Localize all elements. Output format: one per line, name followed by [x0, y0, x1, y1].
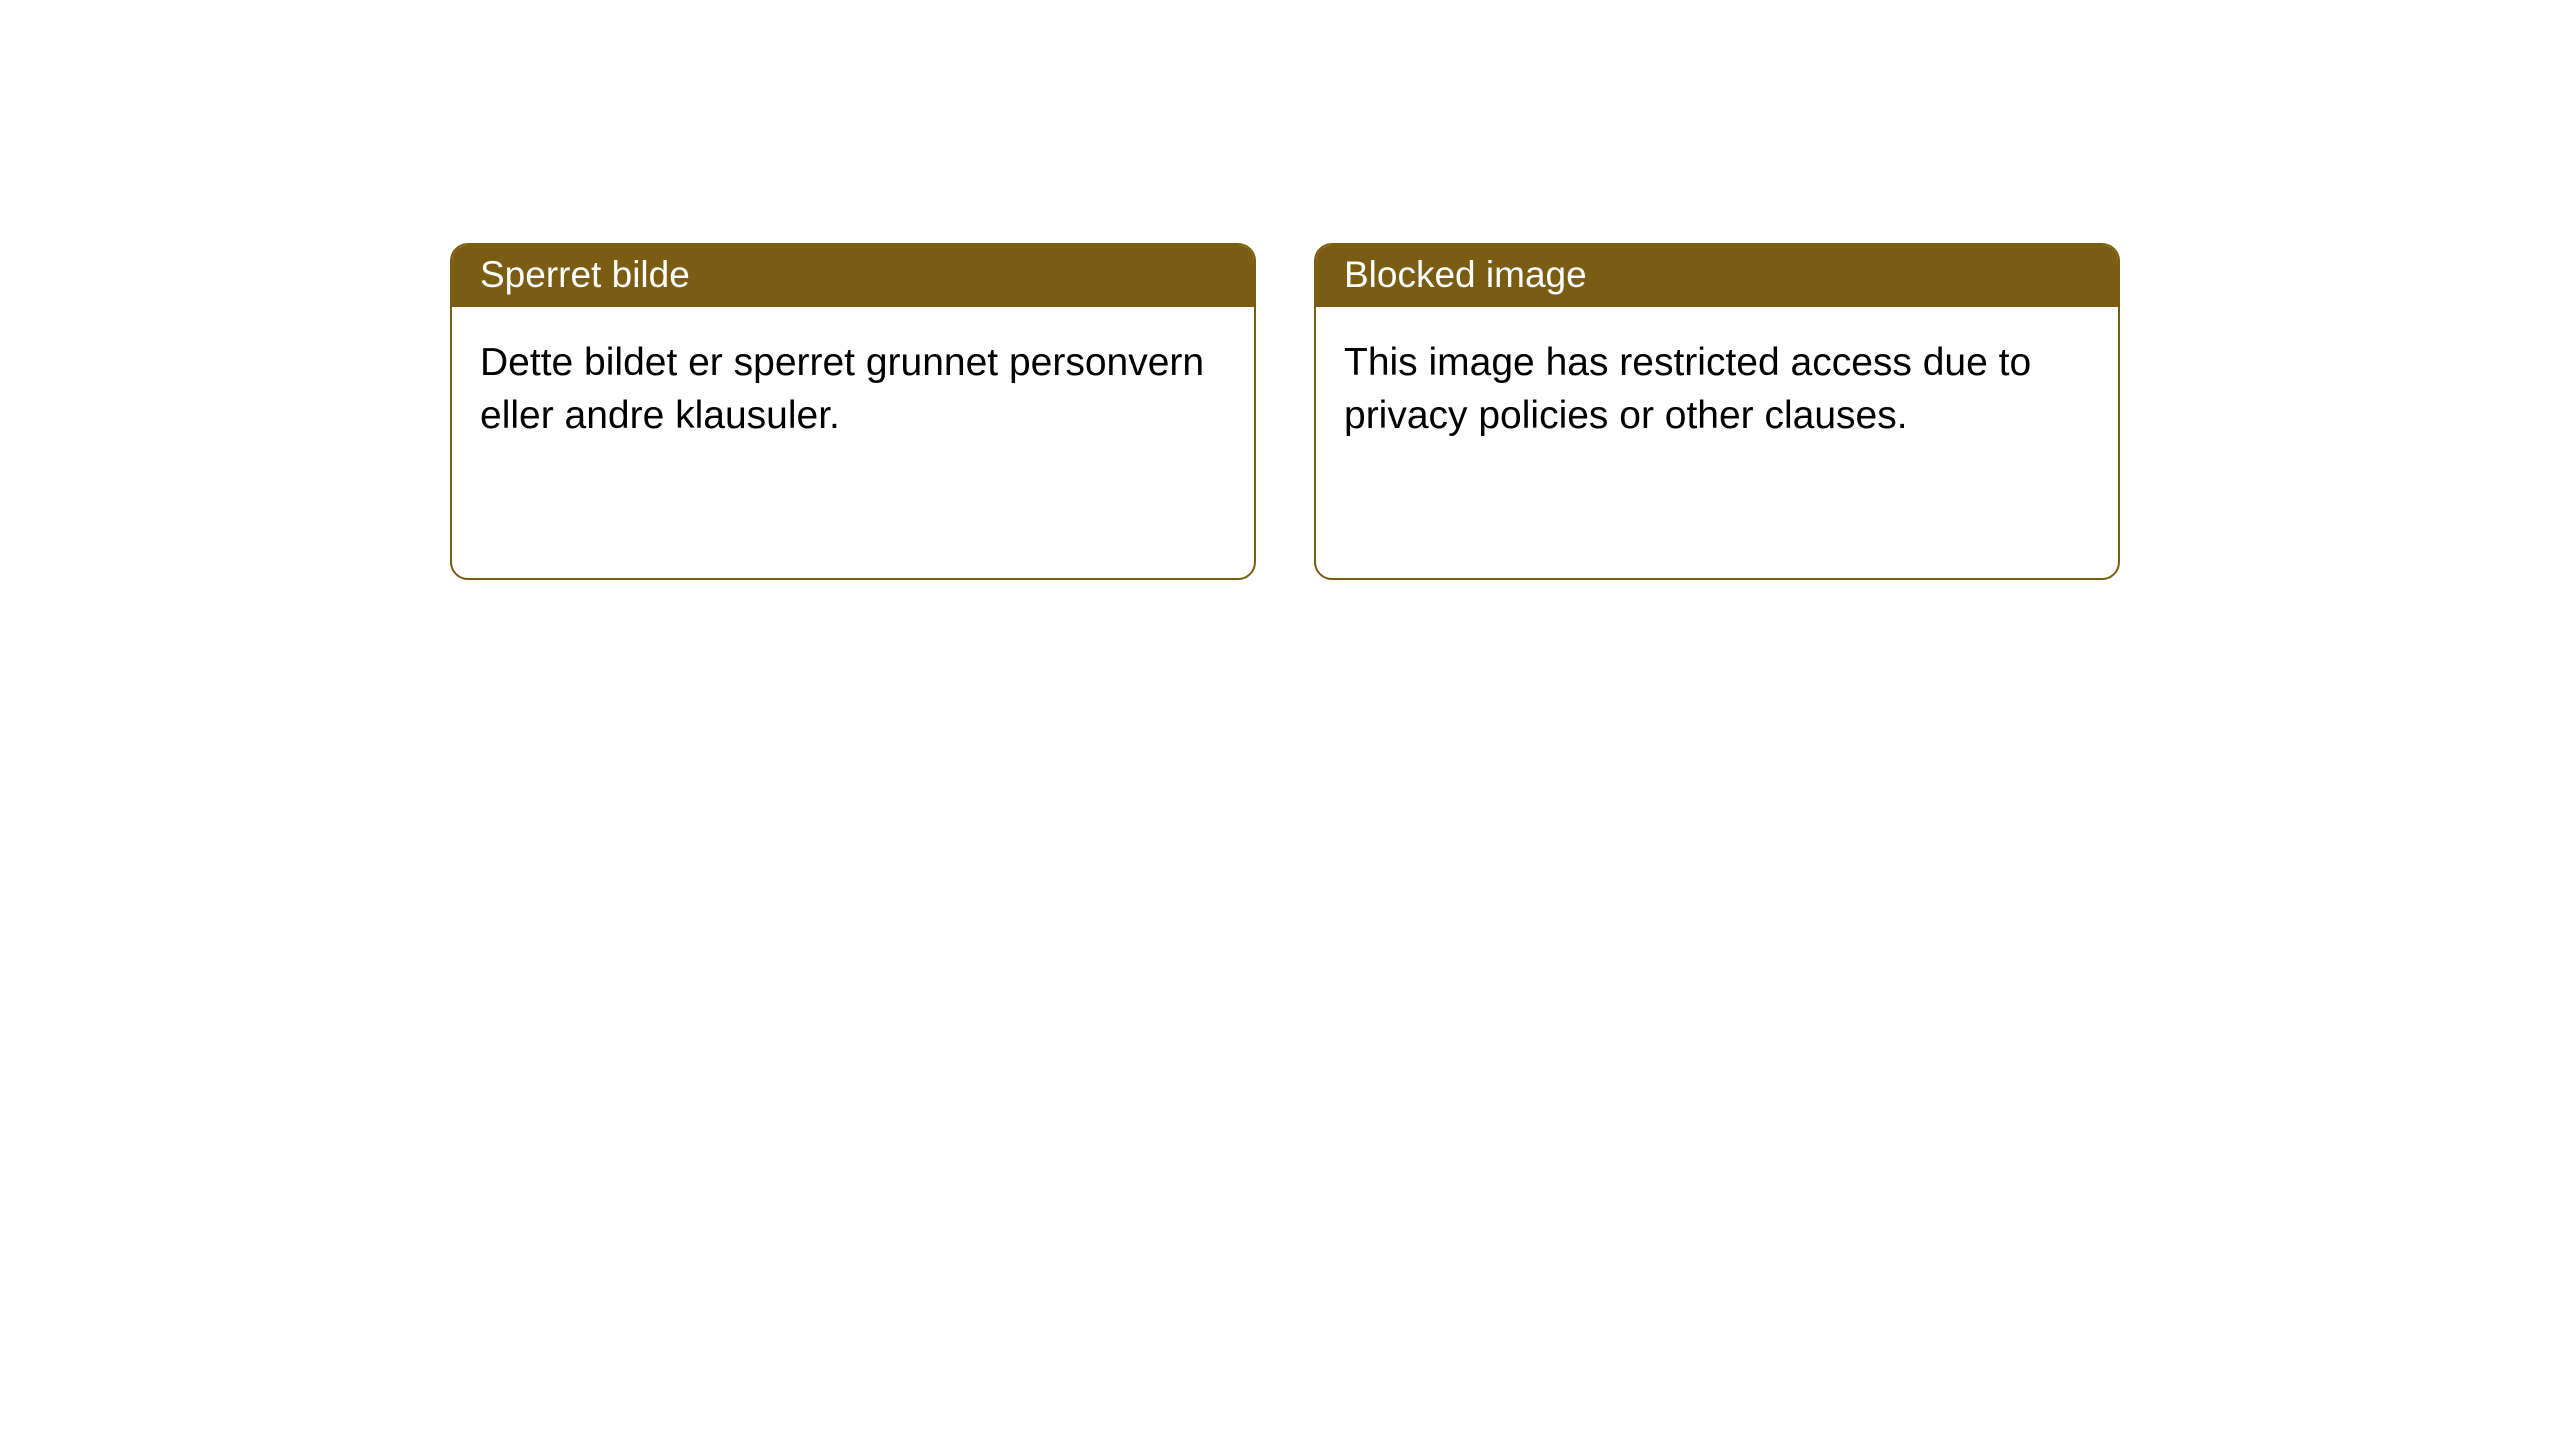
- card-body: Dette bildet er sperret grunnet personve…: [452, 307, 1254, 472]
- notice-container: Sperret bilde Dette bildet er sperret gr…: [450, 243, 2120, 580]
- card-header: Blocked image: [1316, 245, 2118, 307]
- card-header: Sperret bilde: [452, 245, 1254, 307]
- blocked-image-card-en: Blocked image This image has restricted …: [1314, 243, 2120, 580]
- blocked-image-card-no: Sperret bilde Dette bildet er sperret gr…: [450, 243, 1256, 580]
- card-body: This image has restricted access due to …: [1316, 307, 2118, 472]
